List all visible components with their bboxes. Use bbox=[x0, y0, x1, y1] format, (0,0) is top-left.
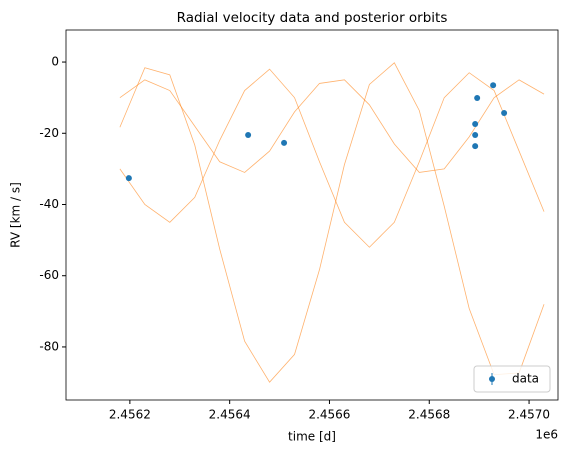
data-point bbox=[474, 95, 481, 102]
x-tick-label: 2.4568 bbox=[408, 408, 450, 422]
x-axis-label: time [d] bbox=[288, 430, 336, 444]
y-tick-label: 0 bbox=[51, 55, 59, 69]
chart-title: Radial velocity data and posterior orbit… bbox=[177, 10, 448, 26]
x-tick-label: 2.4570 bbox=[508, 408, 550, 422]
orbit-line bbox=[119, 68, 545, 248]
data-point bbox=[245, 132, 252, 139]
plot-frame bbox=[65, 29, 559, 401]
x-offset-label: 1e6 bbox=[535, 428, 558, 442]
data-point bbox=[472, 132, 479, 139]
data-point bbox=[490, 82, 497, 89]
y-tick-label: -80 bbox=[39, 339, 59, 353]
legend: data bbox=[473, 365, 551, 393]
y-tick-label: -40 bbox=[39, 197, 59, 211]
data-point bbox=[125, 175, 132, 182]
legend-marker bbox=[489, 376, 495, 382]
legend-label: data bbox=[512, 372, 539, 386]
x-tick-label: 2.4562 bbox=[109, 408, 151, 422]
x-tick-label: 2.4566 bbox=[308, 408, 350, 422]
orbit-line bbox=[119, 79, 545, 173]
y-tick-label: -20 bbox=[39, 126, 59, 140]
data-point bbox=[472, 121, 479, 128]
data-point bbox=[501, 109, 508, 116]
y-tick-label: -60 bbox=[39, 268, 59, 282]
legend-box bbox=[473, 365, 551, 393]
x-tick-label: 2.4564 bbox=[209, 408, 251, 422]
data-point bbox=[281, 139, 288, 146]
y-axis-label: RV [km / s] bbox=[9, 182, 23, 248]
data-point bbox=[472, 143, 479, 150]
orbit-line bbox=[119, 62, 545, 383]
